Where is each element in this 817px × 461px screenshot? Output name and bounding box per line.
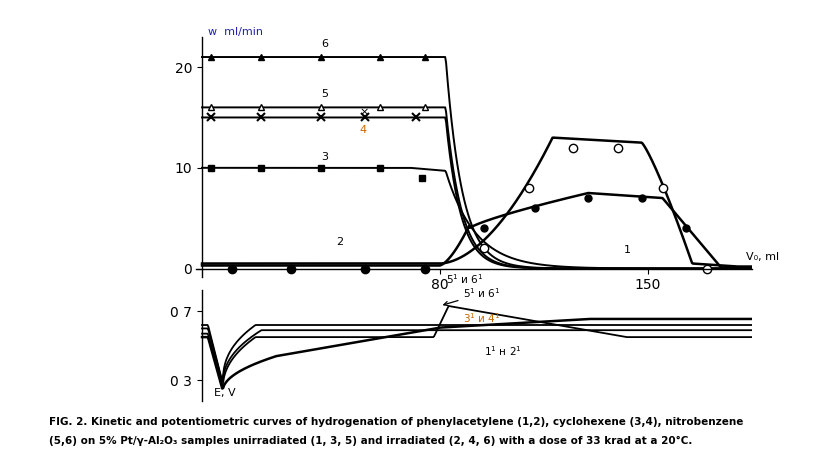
Text: 6: 6 [321,39,328,49]
Text: $5^1$ и $6^1$: $5^1$ и $6^1$ [445,272,484,286]
Text: $\times$: $\times$ [359,107,369,118]
Text: $1^1$ н $2^1$: $1^1$ н $2^1$ [484,344,522,358]
Text: (5,6) on 5% Pt/γ-Al₂O₃ samples unirradiated (1, 3, 5) and irradiated (2, 4, 6) w: (5,6) on 5% Pt/γ-Al₂O₃ samples unirradia… [49,436,692,446]
Text: $5^1$ и $6^1$: $5^1$ и $6^1$ [444,286,501,306]
Text: V₀, ml: V₀, ml [746,253,779,262]
Text: 1: 1 [624,245,631,255]
Text: w  ml/min: w ml/min [208,27,263,37]
Text: E, V: E, V [214,389,235,398]
Text: 2: 2 [336,237,343,248]
Text: 3: 3 [321,152,328,162]
Text: 4: 4 [359,124,367,135]
Text: $3^1$ и $4^1$: $3^1$ и $4^1$ [463,312,501,325]
Text: 5: 5 [321,89,328,99]
Text: FIG. 2. Kinetic and potentiometric curves of hydrogenation of phenylacetylene (1: FIG. 2. Kinetic and potentiometric curve… [49,417,743,427]
